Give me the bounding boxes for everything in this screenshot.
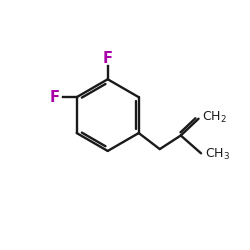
Text: CH$_2$: CH$_2$ xyxy=(202,110,227,125)
Text: F: F xyxy=(50,90,60,105)
Text: CH$_3$: CH$_3$ xyxy=(205,147,230,162)
Text: F: F xyxy=(103,52,113,66)
